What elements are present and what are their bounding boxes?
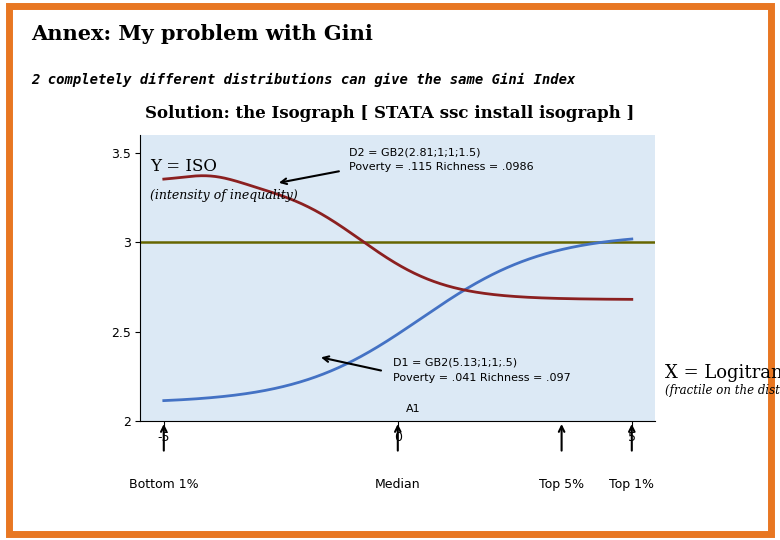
Text: D2 = GB2(2.81;1;1;1.5): D2 = GB2(2.81;1;1;1.5) (349, 148, 480, 158)
Text: D1 = GB2(5.13;1;1;.5): D1 = GB2(5.13;1;1;.5) (393, 357, 517, 367)
Text: 2 completely different distributions can give the same Gini Index: 2 completely different distributions can… (31, 73, 576, 87)
Text: Median: Median (375, 478, 420, 491)
Text: X = Logitrank: X = Logitrank (665, 364, 780, 382)
Text: (fractile on the distribution): (fractile on the distribution) (665, 384, 780, 397)
Text: Bottom 1%: Bottom 1% (129, 478, 199, 491)
Text: Solution: the Isograph [ STATA ssc install isograph ]: Solution: the Isograph [ STATA ssc insta… (145, 105, 635, 122)
Text: (intensity of inequality): (intensity of inequality) (150, 188, 297, 201)
Text: Top 5%: Top 5% (539, 478, 584, 491)
Text: Poverty = .115 Richness = .0986: Poverty = .115 Richness = .0986 (349, 162, 534, 172)
Text: Annex: My problem with Gini: Annex: My problem with Gini (31, 24, 373, 44)
Text: A1: A1 (406, 404, 421, 414)
Text: Poverty = .041 Richness = .097: Poverty = .041 Richness = .097 (393, 373, 571, 383)
Text: Y = ISO: Y = ISO (150, 158, 217, 176)
Text: Top 1%: Top 1% (609, 478, 654, 491)
